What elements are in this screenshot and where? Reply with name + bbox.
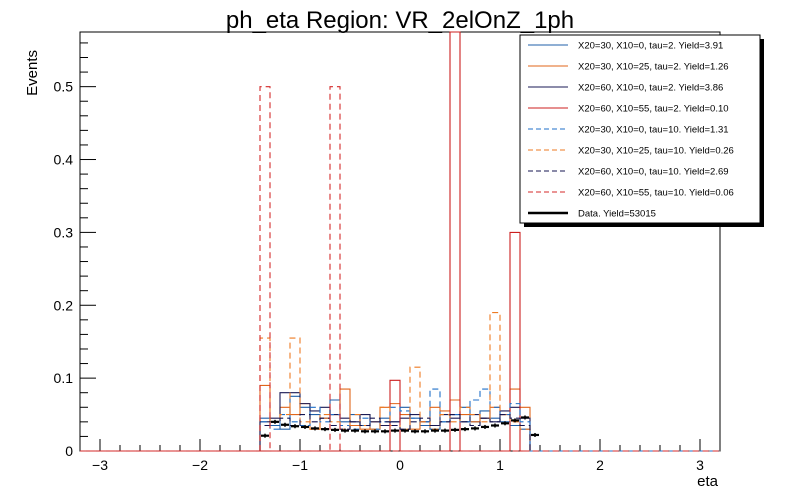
legend-label: Data. Yield=53015 xyxy=(578,209,656,220)
y-axis: 0 0.1 0.2 0.3 0.4 0.5 xyxy=(54,42,96,459)
legend-label: X20=30, X10=25, tau=10. Yield=0.26 xyxy=(578,146,734,157)
x-tick-label: −1 xyxy=(292,457,308,473)
legend-label: X20=60, X10=55, tau=10. Yield=0.06 xyxy=(578,188,734,199)
y-tick-label: 0.2 xyxy=(54,297,74,313)
histogram-series-7 xyxy=(80,414,720,452)
y-axis-label: Events xyxy=(24,50,41,96)
legend-label: X20=60, X10=0, tau=10. Yield=2.69 xyxy=(578,167,729,178)
y-tick-label: 0 xyxy=(65,443,73,459)
legend-label: X20=60, X10=55, tau=2. Yield=0.10 xyxy=(578,104,729,115)
x-tick-label: 0 xyxy=(396,457,404,473)
legend-label: X20=30, X10=0, tau=2. Yield=3.91 xyxy=(578,41,723,52)
y-tick-label: 0.4 xyxy=(54,152,74,168)
x-axis-label: eta xyxy=(697,473,719,490)
x-tick-label: 2 xyxy=(596,457,604,473)
chart-title: ph_eta Region: VR_2elOnZ_1ph xyxy=(226,7,574,34)
histogram-series-8 xyxy=(80,86,720,452)
legend-items: X20=30, X10=0, tau=2. Yield=3.91 X20=30, … xyxy=(528,41,734,220)
legend-label: X20=60, X10=0, tau=2. Yield=3.86 xyxy=(578,83,723,94)
x-tick-label: 3 xyxy=(696,457,704,473)
x-tick-label: −3 xyxy=(92,457,108,473)
y-tick-label: 0.1 xyxy=(54,370,74,386)
data-points-layer xyxy=(261,415,539,438)
y-tick-label: 0.3 xyxy=(54,224,74,240)
x-tick-label: 1 xyxy=(496,457,504,473)
series-layer xyxy=(80,31,720,452)
legend: X20=30, X10=0, tau=2. Yield=3.91 X20=30, … xyxy=(519,34,764,227)
x-axis: −3 −2 −1 0 1 2 3 xyxy=(79,439,721,473)
y-tick-label: 0.5 xyxy=(54,79,74,95)
legend-label: X20=30, X10=25, tau=2. Yield=1.26 xyxy=(578,62,729,73)
x-tick-label: −2 xyxy=(192,457,208,473)
legend-label: X20=30, X10=0, tau=10. Yield=1.31 xyxy=(578,125,729,136)
